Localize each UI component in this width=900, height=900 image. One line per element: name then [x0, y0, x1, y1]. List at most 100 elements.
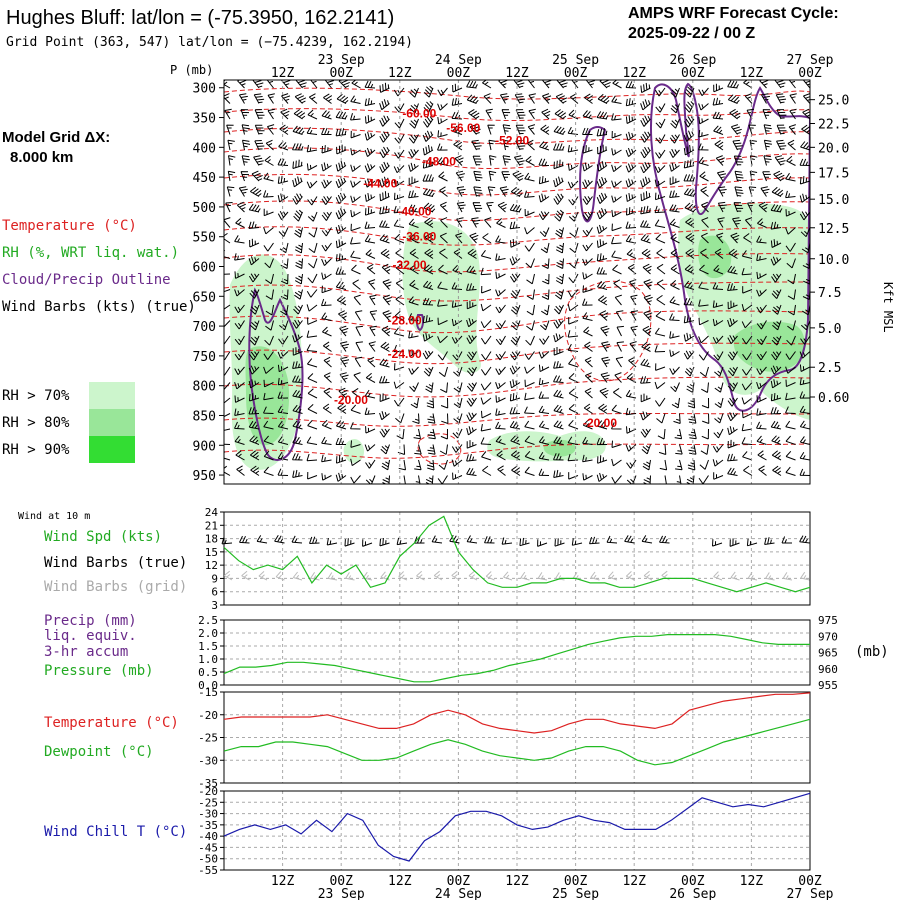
upper-wind-barb — [307, 404, 318, 414]
legend-rh: RH (%, WRT liq. wat.) — [2, 245, 179, 261]
upper-wind-barb — [424, 217, 434, 228]
label-wind-barbs-true: Wind Barbs (true) — [44, 555, 187, 571]
upper-wind-barb — [422, 350, 434, 360]
upper-wind-barb — [669, 190, 680, 198]
upper-wind-barb — [495, 304, 506, 314]
upper-wind-barb — [712, 459, 724, 467]
upper-wind-barb — [263, 351, 274, 360]
y-tick-label-right: 955 — [818, 679, 838, 692]
upper-wind-barb — [379, 115, 390, 127]
upper-wind-barb — [480, 366, 492, 376]
upper-wind-barb — [365, 115, 376, 124]
upper-wind-barb — [803, 93, 810, 104]
upper-wind-barb — [800, 141, 810, 151]
height-tick-label: 2.5 — [818, 361, 841, 376]
upper-wind-barb — [509, 221, 521, 230]
upper-wind-barb — [655, 149, 666, 159]
upper-wind-barb — [292, 469, 303, 478]
upper-wind-barb — [409, 103, 419, 114]
upper-wind-barb — [466, 412, 477, 422]
upper-wind-barb — [509, 407, 521, 415]
upper-wind-barb — [655, 134, 666, 144]
upper-wind-barb — [771, 450, 782, 461]
upper-wind-barb — [727, 426, 738, 436]
height-ticks: 25.0 22.5 20.0 17.5 15.0 12.5 10.0 7.5 5.0 2.5 0.6… — [810, 94, 849, 406]
y-tick-label-right: 965 — [818, 647, 838, 660]
upper-wind-barb — [701, 397, 710, 409]
upper-wind-barb — [699, 264, 709, 275]
upper-wind-barb — [628, 356, 637, 368]
wind-panel-title: Wind at 10 m — [18, 511, 90, 522]
y-tick-label: 2.5 — [198, 614, 218, 627]
upper-wind-barb — [568, 404, 579, 414]
panel-border — [223, 790, 811, 871]
upper-wind-barb — [597, 280, 608, 290]
upper-wind-barb — [526, 273, 535, 285]
upper-wind-barb — [280, 289, 289, 300]
time-tick-label-top: 12Z — [740, 66, 764, 81]
upper-wind-barb — [472, 202, 483, 213]
isotherm-label: -52.00 — [495, 133, 529, 147]
upper-wind-barb — [741, 382, 753, 391]
surface-wind-barb — [239, 535, 250, 544]
upper-wind-barb — [785, 172, 796, 182]
upper-wind-barb — [700, 444, 709, 455]
upper-wind-barb — [526, 320, 535, 331]
upper-wind-barb — [701, 428, 709, 440]
upper-wind-barb — [306, 163, 318, 171]
upper-wind-barb — [698, 335, 709, 344]
upper-wind-barb — [727, 453, 738, 462]
upper-wind-barb — [773, 170, 785, 182]
upper-wind-barb — [611, 250, 622, 259]
date-label-bottom: 27 Sep — [787, 887, 834, 900]
upper-wind-barb — [437, 351, 448, 361]
pressure-line — [223, 633, 810, 683]
upper-wind-barb — [770, 204, 783, 213]
upper-wind-barb — [292, 361, 303, 369]
upper-wind-barb — [472, 155, 483, 166]
upper-wind-barb — [774, 155, 786, 166]
upper-wind-barb — [253, 155, 264, 166]
upper-wind-barb — [393, 397, 405, 407]
upper-wind-barb — [640, 82, 651, 94]
upper-wind-barb — [437, 335, 448, 344]
upper-wind-barb — [763, 124, 772, 135]
upper-wind-barb — [596, 192, 608, 204]
upper-wind-barb — [439, 232, 448, 244]
upper-wind-barb — [683, 159, 695, 169]
upper-wind-barb — [437, 103, 448, 111]
upper-wind-barb — [409, 264, 419, 275]
upper-wind-barb — [713, 125, 724, 135]
upper-wind-barb — [538, 211, 550, 221]
surface-wind-barb-grid — [398, 571, 408, 581]
upper-wind-barb — [669, 176, 680, 186]
upper-wind-barb — [364, 193, 376, 202]
upper-wind-barb — [785, 209, 796, 217]
upper-wind-barb — [224, 382, 231, 391]
upper-wind-barb — [785, 406, 796, 414]
upper-wind-barb — [542, 273, 550, 285]
upper-wind-barb — [670, 248, 680, 259]
time-tick-label-top: 00Z — [564, 66, 588, 81]
upper-wind-barb — [438, 264, 448, 275]
time-tick-label-top: 12Z — [388, 66, 412, 81]
upper-wind-barb — [394, 363, 405, 371]
upper-wind-barb — [596, 176, 608, 189]
station-title: Hughes Bluff: lat/lon = (-75.3950, 162.2… — [6, 7, 394, 29]
upper-wind-barb — [294, 242, 303, 254]
upper-wind-barb — [249, 435, 260, 445]
upper-wind-barb — [654, 165, 666, 174]
upper-wind-barb — [267, 93, 275, 104]
upper-wind-barb — [524, 190, 535, 198]
upper-wind-barb — [669, 296, 680, 306]
upper-wind-barb — [480, 424, 492, 432]
upper-wind-barb — [496, 450, 506, 461]
upper-wind-barb — [350, 195, 361, 203]
upper-wind-barb — [785, 420, 796, 430]
upper-wind-barb — [568, 109, 579, 120]
upper-wind-barb — [437, 117, 448, 125]
upper-wind-barb — [670, 382, 680, 393]
upper-wind-barb — [466, 283, 477, 291]
upper-wind-barb — [437, 143, 448, 151]
upper-wind-barb — [582, 145, 593, 154]
